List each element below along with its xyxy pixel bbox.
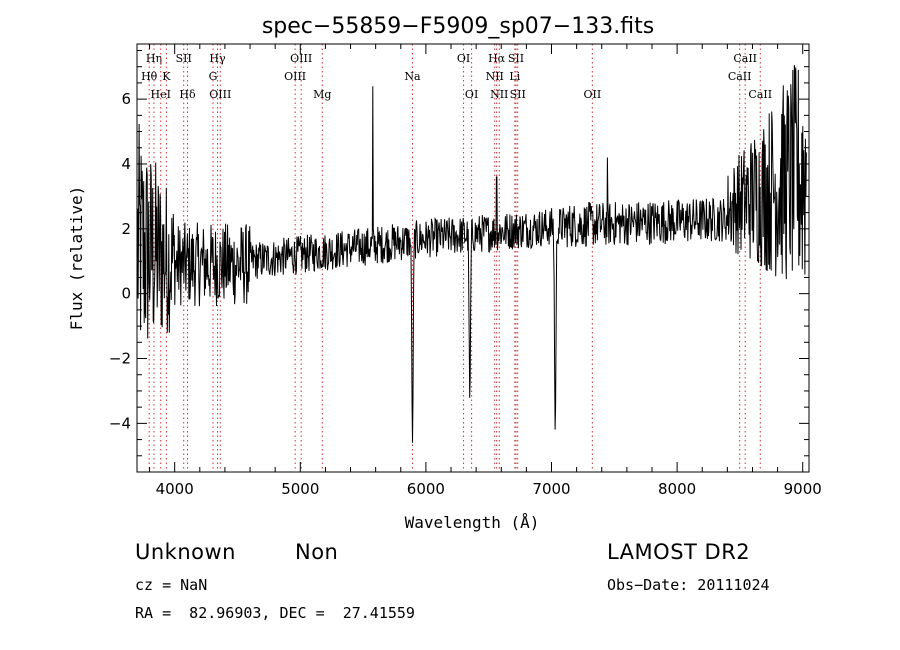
spectrum-series bbox=[137, 65, 807, 443]
line-label-0: Hη bbox=[146, 52, 162, 65]
line-label-8: OIII bbox=[209, 88, 231, 101]
spectrum-line bbox=[137, 65, 807, 443]
line-label-19: NII bbox=[490, 88, 508, 101]
y-tick-label-3: 2 bbox=[121, 220, 131, 238]
x-tick-label-5: 9000 bbox=[784, 480, 822, 498]
x-axis-label: Wavelength (Å) bbox=[405, 513, 540, 532]
axis-ticks: 4000 5000 6000 7000 8000 9000 −4 −2 0 2 4 6 bbox=[109, 44, 822, 498]
y-tick-label-0: −4 bbox=[109, 414, 131, 432]
y-tick-label-2: 0 bbox=[121, 285, 131, 303]
y-tick-label-1: −2 bbox=[109, 350, 131, 368]
obs-date-label: Obs−Date: 20111024 bbox=[607, 576, 770, 594]
line-label-12: Na bbox=[404, 70, 421, 83]
redshift-label: cz = NaN bbox=[135, 576, 208, 594]
x-tick-label-3: 7000 bbox=[532, 480, 570, 498]
x-tick-label-0: 4000 bbox=[156, 480, 194, 498]
line-label-9: OIII bbox=[290, 52, 312, 65]
line-label-1: Hθ bbox=[141, 70, 158, 83]
coordinates-label: RA = 82.96903, DEC = 27.41559 bbox=[135, 604, 415, 622]
y-tick-label-4: 4 bbox=[121, 155, 131, 173]
line-label-14: OI bbox=[465, 88, 478, 101]
line-label-15: Hα bbox=[488, 52, 506, 65]
line-label-11: Mg bbox=[313, 88, 331, 101]
x-tick-label-2: 6000 bbox=[407, 480, 445, 498]
line-label-5: SII bbox=[176, 52, 192, 65]
y-axis-label: Flux (relative) bbox=[67, 186, 86, 331]
x-tick-label-4: 8000 bbox=[658, 480, 696, 498]
chart-title: spec−55859−F5909_sp07−133.fits bbox=[262, 14, 654, 39]
line-label-6: Hγ bbox=[209, 52, 226, 65]
subclass-label: Non bbox=[295, 540, 339, 564]
class-label: Unknown bbox=[135, 540, 236, 564]
line-label-2: K bbox=[162, 70, 171, 83]
line-label-10: OIII bbox=[284, 70, 306, 83]
line-label-24: CaII bbox=[748, 88, 772, 101]
line-label-22: CaII bbox=[733, 52, 757, 65]
line-label-18: Li bbox=[509, 70, 520, 83]
line-label-17: NII bbox=[486, 70, 504, 83]
plot-frame bbox=[136, 43, 810, 473]
line-label-20: SII bbox=[510, 88, 526, 101]
line-label-7: G bbox=[209, 70, 218, 83]
spectrum-chart: spec−55859−F5909_sp07−133.fits Hη Hθ K HeI H… bbox=[67, 14, 822, 532]
survey-label: LAMOST DR2 bbox=[607, 540, 751, 564]
y-tick-label-5: 6 bbox=[121, 90, 131, 108]
line-label-23: CaII bbox=[728, 70, 752, 83]
line-label-3: HeI bbox=[151, 88, 171, 101]
x-tick-label-1: 5000 bbox=[281, 480, 319, 498]
line-label-13: OI bbox=[457, 52, 470, 65]
line-label-21: OII bbox=[583, 88, 601, 101]
line-label-16: SII bbox=[508, 52, 524, 65]
line-label-4: Hδ bbox=[179, 88, 196, 101]
